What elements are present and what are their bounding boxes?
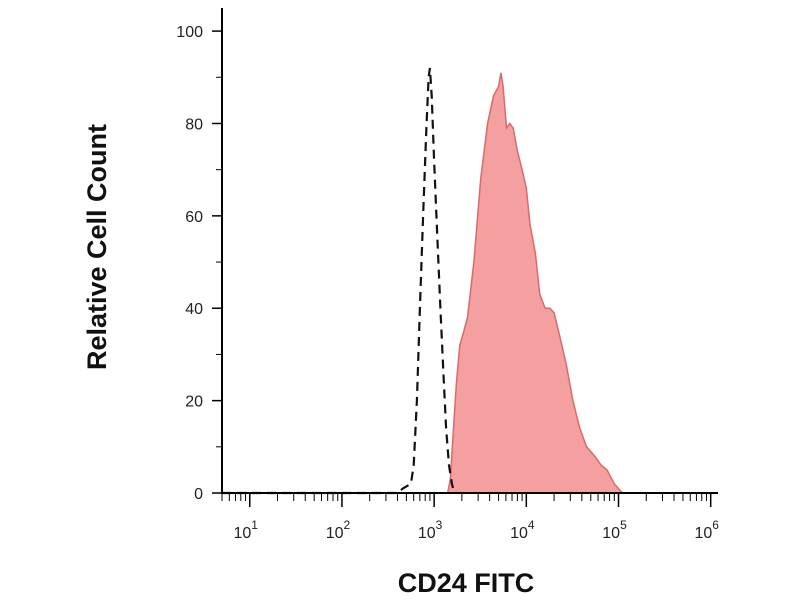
x-tick-label: 106 [694, 518, 719, 542]
y-tick-label: 80 [185, 116, 203, 133]
x-tick-label: 101 [234, 518, 259, 542]
y-tick-label: 0 [194, 486, 203, 503]
x-tick-label: 105 [602, 518, 627, 542]
y-tick-label: 40 [185, 301, 203, 318]
x-tick-label: 104 [510, 518, 535, 542]
x-tick-label: 102 [326, 518, 351, 542]
y-tick-label: 60 [185, 209, 203, 226]
y-axis-title: Relative Cell Count [82, 124, 112, 370]
series-filled-histogram [222, 72, 624, 494]
x-ticks: 101 102 103 104 105 106 [221, 493, 719, 542]
y-tick-label: 20 [185, 394, 203, 411]
y-tick-label: 100 [176, 24, 203, 41]
x-axis-title: CD24 FITC [398, 568, 535, 598]
y-ticks: 0 20 40 60 80 100 [176, 24, 222, 503]
x-tick-label: 103 [418, 518, 443, 542]
axes [221, 8, 718, 494]
series-dashed-control [222, 67, 456, 495]
plot-area [222, 67, 624, 495]
